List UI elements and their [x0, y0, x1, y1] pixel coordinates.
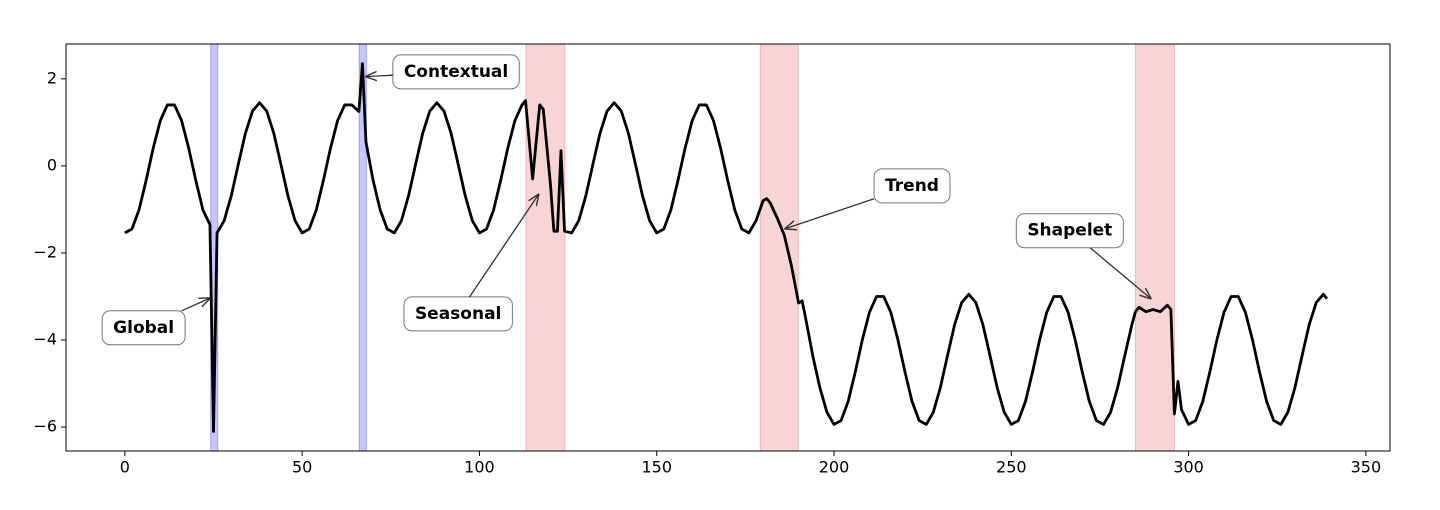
x-tick-label: 200 [819, 458, 850, 477]
annotation-arrow [784, 198, 875, 229]
y-tick-label: −6 [33, 417, 57, 436]
plot-area [124, 44, 1328, 451]
y-tick-label: 2 [47, 68, 57, 87]
annotation-arrow [469, 194, 539, 298]
annotation-label: Shapelet [1027, 221, 1112, 241]
annotation-box [392, 54, 520, 90]
anomaly-span [525, 44, 566, 451]
annotation-arrow [181, 298, 211, 312]
y-tick-label: 0 [47, 155, 57, 174]
annotation-label: Seasonal [415, 304, 501, 324]
x-tick-label: 350 [1351, 458, 1382, 477]
x-tick-label: 100 [464, 458, 495, 477]
x-tick-label: 50 [292, 458, 312, 477]
annotation-label: Global [113, 318, 174, 338]
annotation-label: Trend [885, 176, 939, 196]
anomaly-span [358, 44, 367, 451]
plot-frame [65, 43, 1391, 452]
x-tick-label: 0 [120, 458, 130, 477]
y-tick-label: −4 [33, 330, 57, 349]
y-tick-label: −2 [33, 242, 57, 261]
anomaly-span [759, 44, 799, 451]
series-line [124, 62, 1328, 433]
annotation-box [1015, 213, 1124, 249]
annotation-arrow [1089, 247, 1151, 299]
x-tick-label: 150 [641, 458, 672, 477]
x-tick-label: 300 [1173, 458, 1204, 477]
annotation-box [403, 296, 513, 332]
x-tick-label: 250 [996, 458, 1027, 477]
annotation-box [101, 310, 186, 346]
anomaly-span [1134, 44, 1175, 451]
annotation-label: Contextual [404, 62, 508, 82]
annotation-box [873, 168, 951, 204]
annotation-arrow [365, 75, 393, 76]
